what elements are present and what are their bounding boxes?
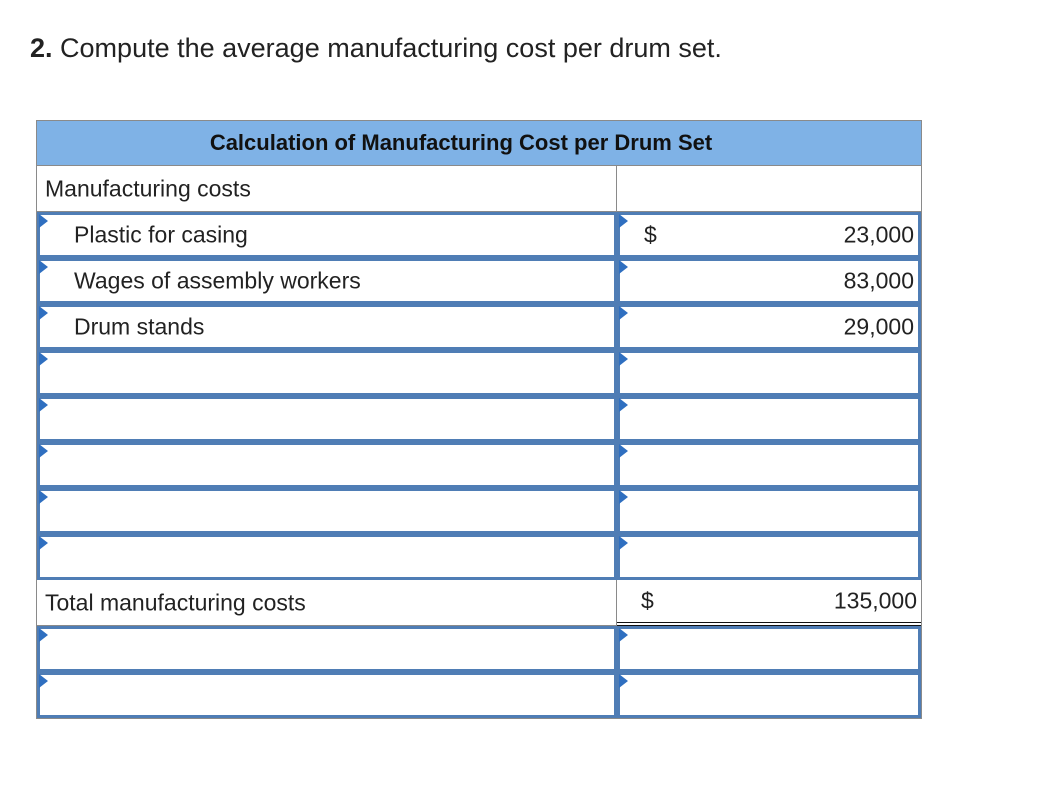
row-marker-icon: [39, 490, 48, 504]
row-marker-icon: [619, 674, 628, 688]
row-marker-icon: [39, 214, 48, 228]
table-row: Wages of assembly workers 83,000: [37, 258, 921, 304]
row-marker-icon: [619, 490, 628, 504]
row-marker-icon: [39, 628, 48, 642]
row-amount-input[interactable]: 83,000: [617, 258, 921, 304]
row-marker-icon: [39, 352, 48, 366]
row-label-input[interactable]: [37, 626, 617, 672]
row-label-input[interactable]: [37, 350, 617, 396]
table-row: [37, 488, 921, 534]
row-label-input[interactable]: [37, 534, 617, 580]
row-label-input[interactable]: Wages of assembly workers: [37, 258, 617, 304]
table-row: Plastic for casing $ 23,000: [37, 212, 921, 258]
row-label: Wages of assembly workers: [74, 267, 361, 294]
question-text: Compute the average manufacturing cost p…: [60, 33, 722, 63]
table-title: Calculation of Manufacturing Cost per Dr…: [37, 121, 921, 166]
table-row: [37, 350, 921, 396]
row-marker-icon: [619, 214, 628, 228]
row-amount-input[interactable]: $ 23,000: [617, 212, 921, 258]
row-amount-input[interactable]: [617, 442, 921, 488]
row-label-input[interactable]: [37, 442, 617, 488]
table-row: [37, 396, 921, 442]
table-row: [37, 672, 921, 718]
question-number: 2.: [30, 33, 53, 63]
row-amount: 29,000: [843, 313, 914, 340]
dollar-sign: $: [644, 221, 657, 248]
row-amount: 83,000: [843, 267, 914, 294]
row-amount-input[interactable]: 29,000: [617, 304, 921, 350]
section-label: Manufacturing costs: [45, 175, 251, 201]
row-label: Drum stands: [74, 313, 205, 340]
row-marker-icon: [619, 444, 628, 458]
row-label-input[interactable]: [37, 488, 617, 534]
total-amount: 135,000: [833, 587, 917, 614]
row-amount-input[interactable]: [617, 626, 921, 672]
row-marker-icon: [39, 674, 48, 688]
row-amount: 23,000: [843, 221, 914, 248]
row-marker-icon: [619, 352, 628, 366]
row-amount-input[interactable]: [617, 350, 921, 396]
cost-calculation-table: Calculation of Manufacturing Cost per Dr…: [36, 120, 922, 719]
row-amount-input[interactable]: [617, 534, 921, 580]
row-label-input[interactable]: [37, 396, 617, 442]
row-marker-icon: [619, 628, 628, 642]
row-marker-icon: [619, 398, 628, 412]
row-label-input[interactable]: Plastic for casing: [37, 212, 617, 258]
row-label-input[interactable]: [37, 672, 617, 718]
row-marker-icon: [39, 398, 48, 412]
question-title: 2. Compute the average manufacturing cos…: [30, 33, 722, 64]
row-label: Plastic for casing: [74, 221, 248, 248]
total-dollar-sign: $: [641, 587, 654, 614]
row-amount-input[interactable]: [617, 396, 921, 442]
row-marker-icon: [39, 536, 48, 550]
row-marker-icon: [619, 306, 628, 320]
total-label: Total manufacturing costs: [45, 589, 306, 615]
table-row: [37, 626, 921, 672]
row-marker-icon: [39, 306, 48, 320]
section-value-cell: [617, 166, 921, 212]
row-marker-icon: [39, 260, 48, 274]
table-row: [37, 534, 921, 580]
table-row: [37, 442, 921, 488]
total-value-cell: $ 135,000: [617, 580, 921, 626]
row-marker-icon: [619, 536, 628, 550]
row-marker-icon: [39, 444, 48, 458]
total-row: Total manufacturing costs $ 135,000: [37, 580, 921, 626]
row-amount-input[interactable]: [617, 672, 921, 718]
table-row: Drum stands 29,000: [37, 304, 921, 350]
row-label-input[interactable]: Drum stands: [37, 304, 617, 350]
row-amount-input[interactable]: [617, 488, 921, 534]
section-row: Manufacturing costs: [37, 166, 921, 212]
row-marker-icon: [619, 260, 628, 274]
